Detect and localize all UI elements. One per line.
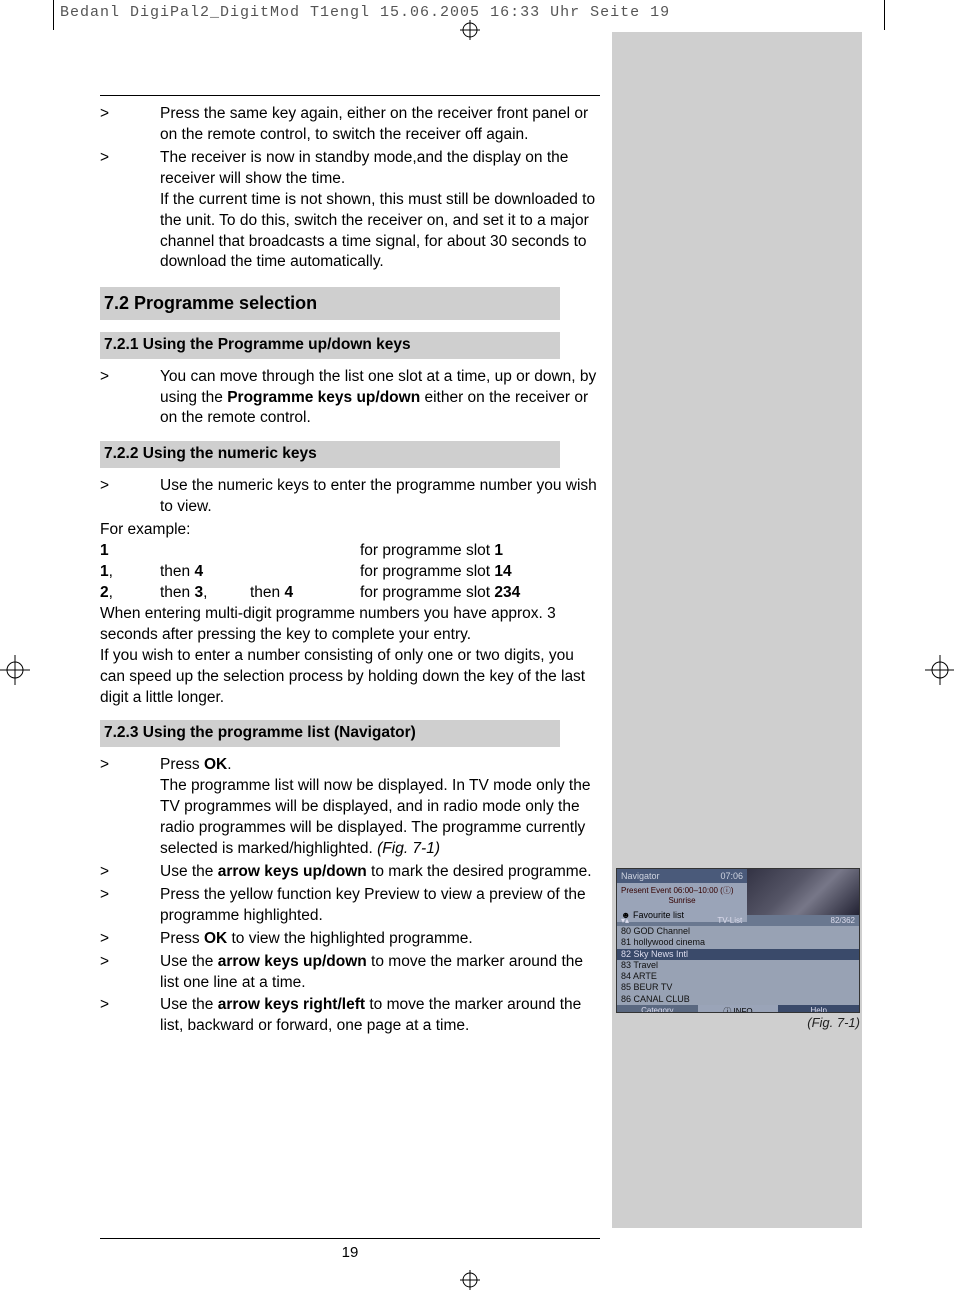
text: , [109, 563, 113, 580]
content-column: > Press the same key again, either on th… [100, 95, 600, 1039]
channel-row: 85 BEUR TV [617, 982, 859, 993]
text: then [250, 584, 284, 601]
tvlist-count: 82/362 [831, 916, 855, 925]
figure-ref: (Fig. 7-1) [377, 840, 440, 857]
text: to view the highlighted programme. [227, 930, 473, 947]
nav-event-name: Sunrise [621, 896, 743, 906]
text: Use the [160, 863, 218, 880]
bullet: > [100, 104, 160, 146]
bold-text: arrow keys right/left [218, 996, 365, 1013]
example-row: 1 for programme slot 1 [100, 541, 600, 562]
nav-category: Category [617, 1005, 698, 1013]
nav-help: Help [778, 1005, 859, 1013]
bullet: > [100, 995, 160, 1037]
registration-mark [460, 20, 480, 40]
bold-text: 234 [494, 584, 520, 601]
key: 1 [100, 542, 109, 559]
figure-caption: (Fig. 7-1) [616, 1015, 860, 1030]
text: then [160, 563, 194, 580]
registration-mark [925, 655, 954, 685]
nav-title: Navigator [621, 871, 660, 881]
channel-row: 86 CANAL CLUB [617, 994, 859, 1005]
key: 2 [100, 584, 109, 601]
channel-row: 84 ARTE [617, 971, 859, 982]
text: . [227, 756, 231, 773]
bullet: > [100, 862, 160, 883]
nav-event-line: Present Event 06:00–10:00 (ⓘ) [621, 886, 743, 896]
text: then [160, 584, 194, 601]
registration-mark [0, 655, 30, 685]
nav-preview [747, 869, 859, 915]
bottom-rule [100, 1238, 600, 1239]
bullet: > [100, 755, 160, 860]
text: The receiver is now in standby mode,and … [160, 149, 568, 187]
subsection-heading: 7.2.3 Using the programme list (Navigato… [100, 720, 560, 747]
text: Use the [160, 996, 218, 1013]
crop-mark [53, 0, 54, 30]
section-heading: 7.2 Programme selection [100, 287, 560, 319]
paragraph: Use the arrow keys up/down to move the m… [160, 952, 600, 994]
nav-time: 07:06 [720, 871, 743, 881]
text: , [109, 584, 113, 601]
crop-mark [884, 0, 885, 30]
channel-row: 80 GOD Channel [617, 926, 859, 937]
text: Use the [160, 953, 218, 970]
text: Press [160, 930, 204, 947]
bullet: > [100, 367, 160, 430]
key: 1 [100, 563, 109, 580]
bold-text: 3 [194, 584, 203, 601]
paragraph: Use the numeric keys to enter the progra… [160, 476, 600, 518]
paragraph: Press OK to view the highlighted program… [160, 929, 600, 950]
bold-text: Programme keys up/down [227, 389, 420, 406]
text: for programme slot [360, 563, 494, 580]
subsection-heading: 7.2.1 Using the Programme up/down keys [100, 332, 560, 359]
paragraph: Use the arrow keys up/down to mark the d… [160, 862, 600, 883]
bold-text: OK [204, 756, 227, 773]
channel-row-selected: 82 Sky News Intl [617, 949, 859, 960]
registration-mark [460, 1270, 480, 1290]
paragraph: Use the arrow keys right/left to move th… [160, 995, 600, 1037]
top-rule [100, 95, 600, 96]
text: to mark the desired programme. [367, 863, 592, 880]
navigator-screenshot: Navigator 07:06 Present Event 06:00–10:0… [616, 868, 860, 1013]
channel-row: 81 hollywood cinema [617, 937, 859, 948]
bold-text: arrow keys up/down [218, 953, 367, 970]
text: , [203, 584, 207, 601]
text: If the current time is not shown, this m… [160, 191, 595, 271]
paragraph: Press OK. The programme list will now be… [160, 755, 600, 860]
bold-text: 4 [194, 563, 203, 580]
margin-column [612, 32, 862, 1228]
page-header: Bedanl DigiPal2_DigitMod T1engl 15.06.20… [60, 4, 670, 21]
bold-text: 4 [284, 584, 293, 601]
text: for programme slot [360, 584, 494, 601]
paragraph: Press the same key again, either on the … [160, 104, 600, 146]
paragraph: If you wish to enter a number consisting… [100, 646, 600, 709]
bullet: > [100, 148, 160, 274]
paragraph: Press the yellow function key Preview to… [160, 885, 600, 927]
text: Press [160, 756, 204, 773]
bullet: > [100, 476, 160, 518]
paragraph: The receiver is now in standby mode,and … [160, 148, 600, 274]
bullet: > [100, 885, 160, 927]
bold-text: arrow keys up/down [218, 863, 367, 880]
text: The programme list will now be displayed… [160, 777, 590, 857]
nav-info: ⓘ INFO [698, 1005, 779, 1013]
text: for programme slot [360, 542, 494, 559]
example-row: 2, then 3, then 4 for programme slot 234 [100, 583, 600, 604]
paragraph: For example: [100, 520, 600, 541]
bold-text: 14 [494, 563, 511, 580]
example-row: 1, then 4 for programme slot 14 [100, 562, 600, 583]
bullet: > [100, 952, 160, 994]
bullet: > [100, 929, 160, 950]
page-number: 19 [100, 1244, 600, 1261]
figure: Navigator 07:06 Present Event 06:00–10:0… [616, 868, 860, 1030]
paragraph: When entering multi-digit programme numb… [100, 604, 600, 646]
bold-text: 1 [494, 542, 503, 559]
tvlist-label: TV-List [717, 916, 742, 925]
channel-row: 83 Travel [617, 960, 859, 971]
subsection-heading: 7.2.2 Using the numeric keys [100, 441, 560, 468]
bold-text: OK [204, 930, 227, 947]
paragraph: You can move through the list one slot a… [160, 367, 600, 430]
sort-icon: ▾▴ [621, 916, 629, 925]
